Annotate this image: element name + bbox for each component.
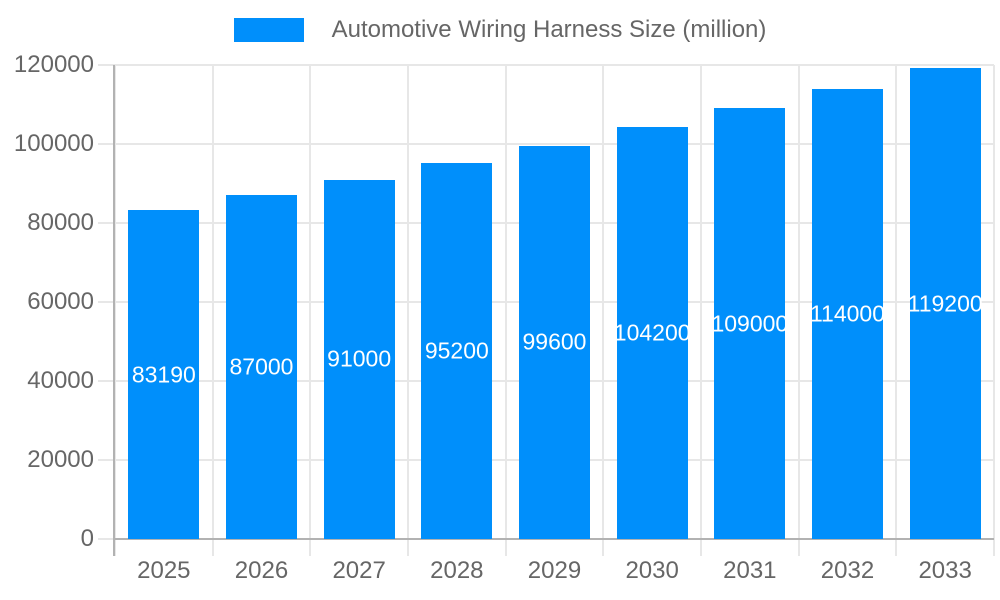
y-tick-label: 120000 — [13, 51, 94, 78]
y-tick-label: 100000 — [13, 130, 94, 157]
x-tick-label: 2032 — [820, 557, 875, 584]
y-tick-label: 20000 — [27, 446, 94, 473]
x-tick-label: 2028 — [430, 557, 484, 584]
y-tick-label: 0 — [80, 525, 94, 552]
x-gridline — [602, 65, 605, 556]
bar-2027[interactable] — [323, 179, 395, 539]
x-tick-label: 2026 — [234, 557, 289, 584]
bar-2030[interactable] — [616, 127, 688, 539]
y-gridline — [98, 64, 994, 66]
legend-item[interactable]: Automotive Wiring Harness Size (million) — [0, 16, 1000, 44]
x-gridline — [407, 65, 409, 556]
x-gridline — [993, 65, 995, 556]
x-gridline — [700, 65, 702, 556]
x-tick-label: 2025 — [137, 557, 191, 584]
y-axis-line — [113, 65, 115, 556]
x-tick-label: 2029 — [527, 557, 582, 584]
bar-2026[interactable] — [226, 195, 297, 539]
bar-2025[interactable] — [128, 210, 200, 539]
y-tick-label: 60000 — [27, 288, 94, 315]
bar-2031[interactable] — [714, 108, 786, 539]
x-tick-label: 2033 — [918, 557, 972, 584]
x-gridline — [309, 65, 312, 556]
legend-label: Automotive Wiring Harness Size (million) — [331, 16, 767, 43]
y-tick-label: 80000 — [27, 209, 94, 236]
y-gridline — [98, 143, 994, 145]
bar-2028[interactable] — [421, 162, 493, 539]
x-gridline — [895, 65, 898, 556]
x-tick-label: 2027 — [332, 557, 386, 584]
x-gridline — [114, 65, 116, 556]
x-tick-label: 2031 — [723, 557, 777, 584]
x-axis-line — [113, 538, 994, 540]
y-tick-label: 40000 — [27, 367, 94, 394]
x-gridline — [211, 65, 214, 556]
bar-2029[interactable] — [519, 145, 590, 539]
bar-2033[interactable] — [909, 68, 981, 539]
x-tick-label: 2030 — [625, 557, 679, 584]
bar-2032[interactable] — [812, 88, 883, 539]
x-gridline — [504, 65, 507, 556]
x-gridline — [797, 65, 800, 556]
legend-marker — [233, 18, 304, 42]
